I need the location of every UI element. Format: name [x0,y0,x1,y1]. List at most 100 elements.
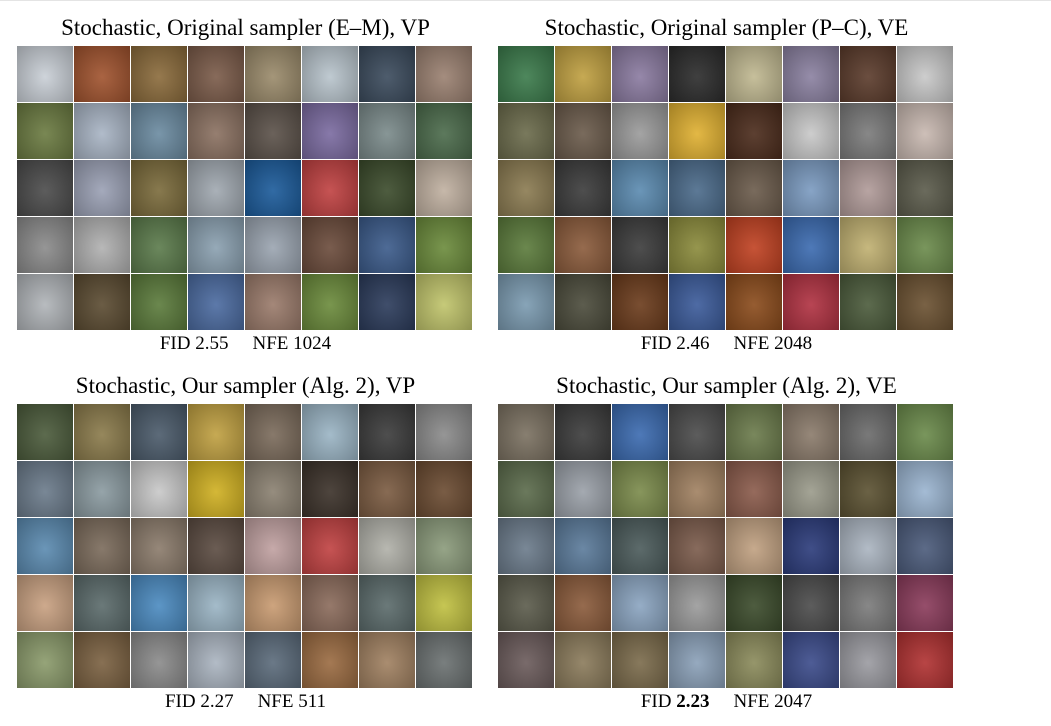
panel-vp-original: Stochastic, Original sampler (E–M), VP F… [17,14,474,356]
sample-image [897,46,953,102]
sample-image [188,575,244,631]
sample-image [612,217,668,273]
top-divider [0,0,1051,1]
sample-image [245,160,301,216]
sample-image [302,575,358,631]
sample-image [131,404,187,460]
panel-caption: FID 2.27 NFE 511 [17,690,474,714]
sample-image [245,404,301,460]
fid-value: 2.23 [676,691,710,712]
sample-image [245,518,301,574]
panel-title: Stochastic, Our sampler (Alg. 2), VE [556,373,897,398]
sample-image [669,518,725,574]
sample-image [840,217,896,273]
sample-image [669,461,725,517]
sample-image [131,160,187,216]
nfe-value: 511 [298,691,327,712]
sample-image [783,461,839,517]
sample-image [669,274,725,330]
sample-image [416,46,472,102]
sample-image [897,404,953,460]
sample-image [555,46,611,102]
sample-image [612,160,668,216]
sample-image [498,46,554,102]
sample-image [669,632,725,688]
sample-image [302,160,358,216]
sample-image [498,274,554,330]
sample-image [416,217,472,273]
sample-image [416,274,472,330]
sample-image [897,632,953,688]
sample-image [669,217,725,273]
sample-image [188,217,244,273]
sample-image [555,632,611,688]
sample-image [188,632,244,688]
sample-image [498,518,554,574]
fid-label: FID [159,333,191,354]
sample-image [726,160,782,216]
fid-label: FID [640,333,672,354]
sample-image [840,404,896,460]
sample-image [783,217,839,273]
sample-image [416,103,472,159]
sample-image [188,274,244,330]
sample-image [726,217,782,273]
sample-image [245,461,301,517]
sample-image [897,217,953,273]
sample-image [17,46,73,102]
sample-image [74,632,130,688]
sample-image [17,632,73,688]
sample-image [17,217,73,273]
sample-image [17,103,73,159]
sample-image [416,461,472,517]
panel-title: Stochastic, Original sampler (P–C), VE [544,15,909,40]
sample-image [897,274,953,330]
sample-image [783,274,839,330]
sample-image [302,404,358,460]
sample-image [669,103,725,159]
sample-image [783,103,839,159]
sample-image [840,632,896,688]
panel-caption: FID 2.55 NFE 1024 [17,332,474,356]
sample-image [188,46,244,102]
sample-image [17,160,73,216]
sample-image [555,160,611,216]
sample-image [245,575,301,631]
sample-image [359,274,415,330]
sample-image [897,461,953,517]
nfe-label: NFE [733,691,770,712]
sample-image [840,461,896,517]
sample-image [74,103,130,159]
sample-image [302,103,358,159]
sample-grid [498,404,953,688]
panel-title: Stochastic, Our sampler (Alg. 2), VP [75,373,416,398]
sample-image [17,404,73,460]
sample-image [131,461,187,517]
sample-image [726,518,782,574]
sample-image [783,404,839,460]
sample-image [302,461,358,517]
sample-image [783,632,839,688]
sample-image [245,632,301,688]
fid-value: 2.27 [200,691,234,712]
sample-image [416,575,472,631]
sample-image [498,632,554,688]
sample-image [726,632,782,688]
sample-image [840,46,896,102]
sample-image [669,404,725,460]
panel-caption: FID 2.46 NFE 2048 [498,332,955,356]
sample-image [726,461,782,517]
sample-image [359,461,415,517]
sample-image [498,103,554,159]
sample-image [669,46,725,102]
sample-image [555,217,611,273]
sample-image [726,103,782,159]
sample-image [669,575,725,631]
sample-image [840,518,896,574]
sample-image [612,461,668,517]
sample-image [359,160,415,216]
sample-image [783,46,839,102]
sample-image [498,461,554,517]
sample-image [302,217,358,273]
sample-image [612,404,668,460]
